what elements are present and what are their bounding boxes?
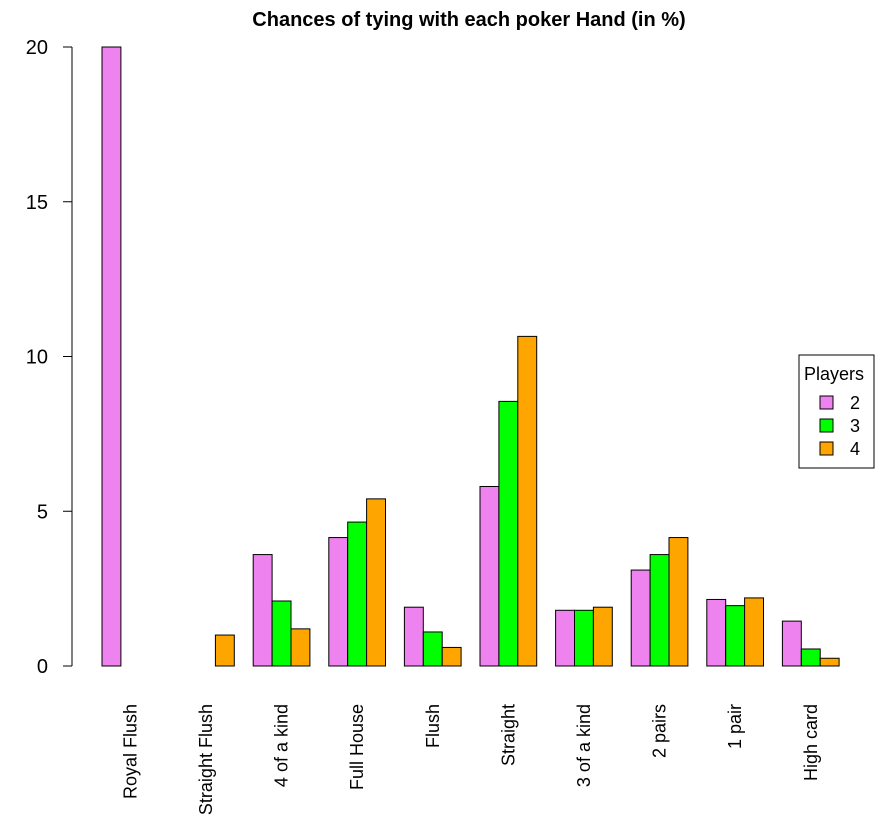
- bar: [781, 620, 802, 667]
- y-tick-label: 0: [37, 656, 48, 678]
- x-tick-label: 1 pair: [725, 704, 745, 749]
- legend-title: Players: [804, 364, 864, 384]
- legend-label: 4: [850, 439, 860, 459]
- chart-title: Chances of tying with each poker Hand (i…: [252, 9, 685, 31]
- bar: [214, 634, 235, 667]
- bar: [819, 657, 840, 667]
- y-tick-label: 5: [37, 501, 48, 523]
- legend-swatch: [819, 395, 834, 410]
- y-tick-label: 15: [26, 192, 48, 214]
- x-tick-label: Full House: [347, 704, 367, 790]
- bar: [441, 646, 462, 667]
- legend: Players 2 3 4: [798, 354, 875, 469]
- x-tick-label: High card: [801, 704, 821, 781]
- y-tick-label: 10: [26, 347, 48, 369]
- x-tick-label: Royal Flush: [120, 704, 140, 799]
- bar: [101, 46, 122, 667]
- x-tick-label: 3 of a kind: [574, 704, 594, 787]
- bar: [498, 400, 519, 667]
- bar: [403, 606, 424, 667]
- bar: [744, 597, 764, 667]
- bar: [479, 485, 500, 667]
- legend-label: 2: [850, 393, 860, 413]
- x-tick-label: 4 of a kind: [272, 704, 292, 787]
- legend-box: [798, 354, 875, 469]
- bar: [725, 605, 746, 667]
- x-tick-label: Straight: [498, 704, 518, 766]
- bar: [328, 537, 349, 667]
- x-axis-labels: Royal Flush Straight Flush 4 of a kind Full…: [120, 704, 820, 815]
- bar: [366, 498, 387, 667]
- bar: [555, 609, 575, 667]
- bar: [517, 335, 538, 667]
- legend-label: 3: [850, 416, 860, 436]
- legend-swatch: [819, 441, 834, 456]
- bar: [706, 598, 727, 667]
- bar: [592, 606, 613, 667]
- bar: [668, 537, 689, 667]
- bars: [101, 46, 840, 667]
- bar: [630, 569, 651, 667]
- bar: [252, 554, 273, 667]
- bar: [422, 631, 443, 667]
- x-tick-label: Straight Flush: [196, 704, 216, 815]
- bar: [290, 628, 311, 667]
- y-axis: 0 5 10 15 20: [26, 37, 73, 678]
- x-tick-label: 2 pairs: [650, 704, 670, 758]
- legend-swatch: [819, 418, 834, 433]
- y-tick-label: 20: [26, 37, 48, 59]
- x-tick-label: Flush: [423, 704, 443, 748]
- bar: [649, 554, 670, 667]
- bar: [800, 648, 821, 667]
- bar: [347, 521, 368, 667]
- bar: [574, 609, 594, 667]
- bar: [271, 600, 292, 667]
